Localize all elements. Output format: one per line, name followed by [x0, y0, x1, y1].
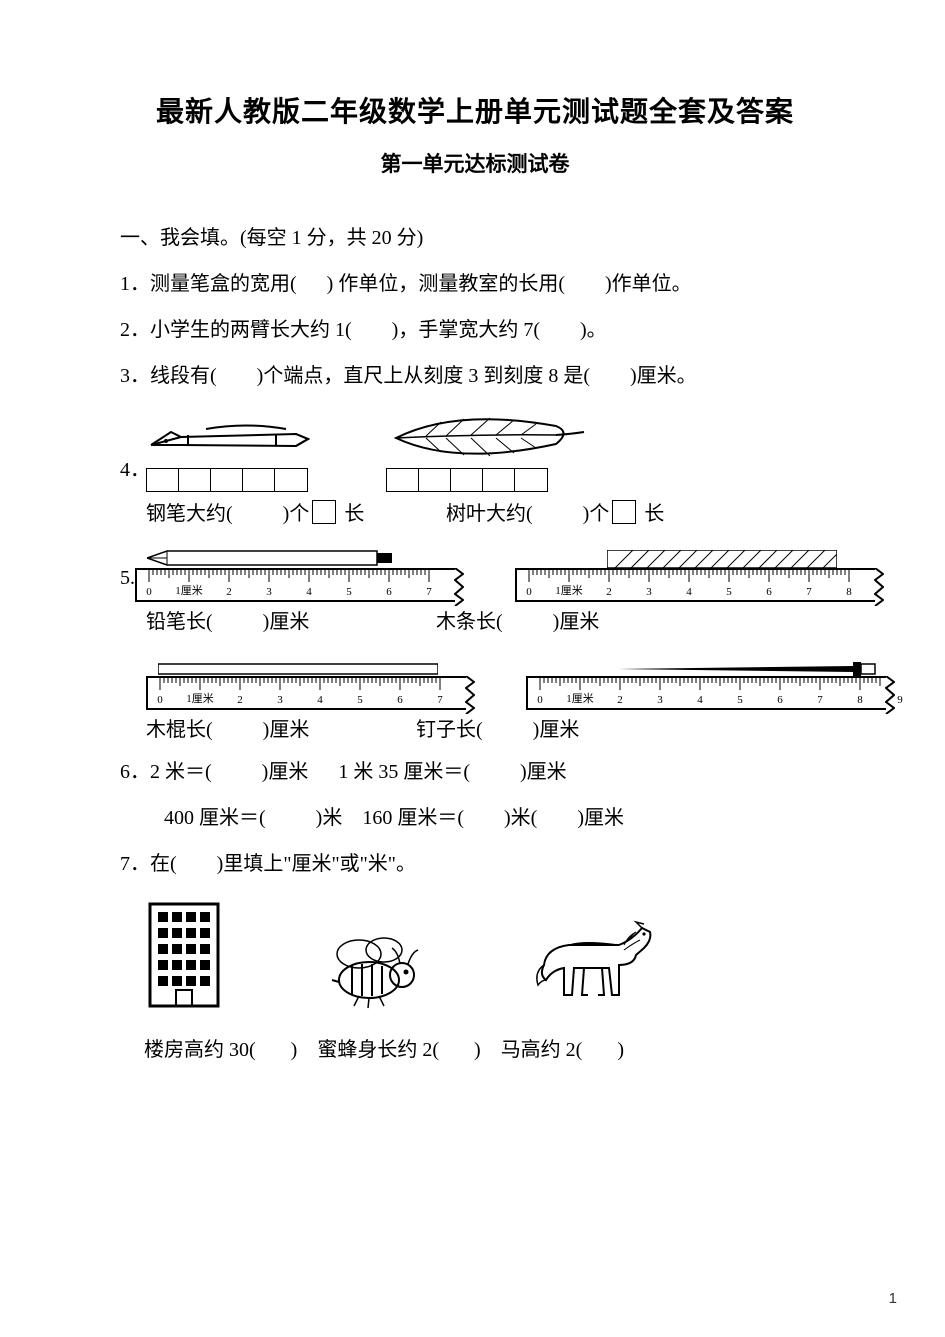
- q6-1c: 1 米 35 厘米＝(: [338, 761, 470, 783]
- q4: 4．: [120, 400, 830, 494]
- ruler-pencil: 01厘米234567: [135, 544, 455, 602]
- q6-line1: 6．2 米＝( )厘米 1 米 35 厘米＝( )厘米: [120, 750, 830, 794]
- q7-bee-b: ): [474, 1039, 481, 1061]
- q7-horse-a: 马高约 2(: [501, 1039, 583, 1061]
- pencil-icon: [147, 548, 397, 568]
- worksheet-page: 最新人教版二年级数学上册单元测试题全套及答案 第一单元达标测试卷 一、我会填。(…: [0, 0, 945, 1337]
- doc-title: 最新人教版二年级数学上册单元测试题全套及答案: [120, 90, 830, 130]
- ruler-nail: 01厘米23456789: [526, 652, 886, 710]
- q7-bld-a: 楼房高约 30(: [144, 1039, 256, 1061]
- q5-row2: 01厘米234567 01厘米23456789: [146, 652, 830, 710]
- q7-heading: 7．在( )里填上"厘米"或"米"。: [120, 842, 830, 886]
- q6-1a: 6．2 米＝(: [120, 761, 212, 783]
- q4-leaf-c: 长: [644, 503, 664, 525]
- ruler-bar: 01厘米2345678: [515, 544, 875, 602]
- unit-square-2: [612, 500, 636, 524]
- q5-labels-1: 铅笔长( )厘米 木条长( )厘米: [120, 602, 830, 642]
- q5-row1: 5. 01厘米234567: [120, 534, 830, 602]
- wood-bar-icon: [607, 550, 837, 568]
- q2-b: )，手掌宽大约 7(: [392, 319, 540, 341]
- q7-bld-b: ): [291, 1039, 298, 1061]
- q6-2c: 160 厘米＝(: [362, 807, 464, 829]
- q7-bee-a: 蜜蜂身长约 2(: [317, 1039, 439, 1061]
- q4-leaf-boxes: [386, 468, 548, 492]
- doc-subtitle: 第一单元达标测试卷: [120, 148, 830, 178]
- q4-prefix: 4．: [120, 448, 146, 492]
- q6-2e: )厘米: [577, 807, 624, 829]
- q5-bar-a: 木条长(: [436, 611, 503, 633]
- q3-a: 3．线段有(: [120, 365, 217, 387]
- q5-bar-block: 01厘米2345678: [515, 544, 875, 602]
- q4-pen-a: 钢笔大约(: [146, 503, 233, 525]
- section-1-heading: 一、我会填。(每空 1 分，共 20 分): [120, 216, 830, 260]
- q2-a: 2．小学生的两臂长大约 1(: [120, 319, 352, 341]
- q5-stick-block: 01厘米234567: [146, 652, 466, 710]
- q3: 3．线段有( )个端点，直尺上从刻度 3 到刻度 8 是( )厘米。: [120, 354, 830, 398]
- q4-pen-b: )个: [283, 503, 310, 525]
- q5-bar-b: )厘米: [553, 611, 600, 633]
- q6-2d: )米(: [504, 807, 537, 829]
- q4-labels: 钢笔大约( )个 长 树叶大约( )个 长: [120, 494, 830, 534]
- q7-pictures: [144, 900, 830, 1010]
- q1-c: )作单位。: [605, 273, 692, 295]
- q4-leaf-b: )个: [583, 503, 610, 525]
- q5-pencil-a: 铅笔长(: [146, 611, 213, 633]
- q5-nail-a: 钉子长(: [416, 719, 483, 741]
- q2: 2．小学生的两臂长大约 1( )，手掌宽大约 7( )。: [120, 308, 830, 352]
- q1-a: 1．测量笔盒的宽用(: [120, 273, 297, 295]
- leaf-icon: [386, 408, 586, 468]
- q5-pencil-b: )厘米: [263, 611, 310, 633]
- q7-horse: [524, 910, 664, 1010]
- q5-labels-2: 木棍长( )厘米 钉子长( )厘米: [120, 710, 830, 750]
- bee-icon: [314, 920, 434, 1010]
- q6-2b: )米: [316, 807, 343, 829]
- ruler-stick: 01厘米234567: [146, 652, 466, 710]
- q1: 1．测量笔盒的宽用( ) 作单位，测量教室的长用( )作单位。: [120, 262, 830, 306]
- nail-icon: [618, 662, 878, 676]
- q6-line2: 400 厘米＝( )米 160 厘米＝( )米( )厘米: [120, 796, 830, 840]
- q3-b: )个端点，直尺上从刻度 3 到刻度 8 是(: [257, 365, 590, 387]
- q6-1b: )厘米: [262, 761, 309, 783]
- q6-2a: 400 厘米＝(: [164, 807, 266, 829]
- q4-leaf-a: 树叶大约(: [446, 503, 533, 525]
- q5-prefix: 5.: [120, 556, 135, 600]
- q7-labels: 楼房高约 30( ) 蜜蜂身长约 2( ) 马高约 2( ): [144, 1030, 830, 1070]
- q4-leaf-block: [386, 408, 586, 492]
- q7-building: [144, 900, 224, 1010]
- q2-c: )。: [580, 319, 607, 341]
- unit-square-1: [312, 500, 336, 524]
- q1-b: ) 作单位，测量教室的长用(: [327, 273, 565, 295]
- q7-bee: [314, 920, 434, 1010]
- q7-horse-b: ): [617, 1039, 624, 1061]
- q4-pen-boxes: [146, 468, 308, 492]
- q4-pen-c: 长: [344, 503, 364, 525]
- q5-stick-b: )厘米: [263, 719, 310, 741]
- q5-nail-b: )厘米: [533, 719, 580, 741]
- pen-icon: [146, 412, 316, 468]
- q5-pencil-block: 01厘米234567: [135, 544, 455, 602]
- q5-stick-a: 木棍长(: [146, 719, 213, 741]
- stick-icon: [158, 662, 438, 676]
- q4-pen-block: [146, 412, 316, 492]
- q3-c: )厘米。: [630, 365, 697, 387]
- q5-nail-block: 01厘米23456789: [526, 652, 886, 710]
- horse-icon: [524, 910, 664, 1010]
- page-number: 1: [889, 1290, 897, 1307]
- q6-1d: )厘米: [520, 761, 567, 783]
- building-icon: [144, 900, 224, 1010]
